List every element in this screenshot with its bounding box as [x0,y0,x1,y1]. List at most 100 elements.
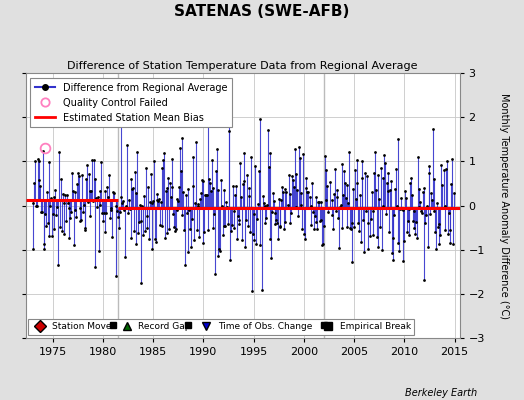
Point [49,210,57,217]
Point [326,205,335,212]
Point [188,216,196,222]
Point [207,188,215,194]
Point [191,200,199,206]
Point [308,180,316,186]
Point [428,197,436,203]
Point [147,171,155,178]
Point [329,226,337,232]
Point [270,220,279,227]
Point [178,135,187,141]
Point [86,213,95,220]
Text: Berkeley Earth: Berkeley Earth [405,388,477,398]
Point [409,218,417,224]
Point [265,236,274,243]
Point [49,194,58,200]
Point [321,197,330,203]
Point [41,211,49,218]
Point [423,243,432,250]
Point [252,241,260,248]
Point [433,199,441,206]
Point [140,228,149,234]
Point [381,211,390,217]
Point [344,200,353,206]
Point [366,233,374,240]
Point [163,184,172,191]
Point [107,207,115,213]
Point [365,204,374,211]
Point [84,171,93,177]
Point [310,226,318,232]
Point [119,206,128,213]
Point [204,227,213,233]
Point [290,184,298,190]
Point [355,228,363,234]
Point [440,167,448,173]
Point [141,165,150,171]
Point [113,207,122,214]
Point [277,197,286,203]
Point [411,231,419,238]
Point [106,205,115,212]
Point [291,171,300,178]
Point [259,193,267,199]
Point [368,232,377,238]
Point [222,199,230,206]
Point [325,178,334,185]
Point [81,227,90,234]
Point [122,203,130,210]
Point [55,197,63,203]
Point [130,169,139,175]
Point [392,203,401,209]
Point [109,189,117,196]
Point [139,232,147,238]
Point [403,218,412,224]
Point [412,219,420,225]
Point [362,208,370,214]
Point [199,178,207,184]
Point [53,261,62,268]
Point [56,224,64,230]
Point [206,180,214,186]
Point [405,232,413,238]
Point [114,213,122,220]
Point [187,243,195,250]
Point [415,186,423,192]
Point [60,231,69,237]
Point [370,170,378,176]
Point [293,187,301,194]
Point [225,128,234,134]
Point [259,200,268,206]
Point [209,224,217,231]
Point [315,198,323,205]
Point [111,196,119,203]
Point [395,248,403,254]
Point [406,180,414,186]
Point [389,257,398,263]
Point [219,232,227,238]
Point [91,264,99,270]
Point [422,212,430,218]
Point [103,184,112,190]
Point [296,155,304,162]
Point [388,235,397,241]
Point [158,223,167,229]
Point [450,190,458,196]
Point [185,206,193,213]
Point [320,223,328,229]
Point [446,240,454,246]
Point [315,218,324,224]
Point [280,226,288,232]
Point [47,195,55,201]
Point [143,225,151,231]
Point [437,161,445,168]
Point [83,162,91,168]
Point [303,189,311,195]
Point [100,210,108,216]
Point [235,221,244,228]
Point [447,181,455,187]
Point [73,181,81,187]
Point [304,188,312,195]
Point [254,201,262,208]
Point [325,205,333,212]
Point [297,189,305,196]
